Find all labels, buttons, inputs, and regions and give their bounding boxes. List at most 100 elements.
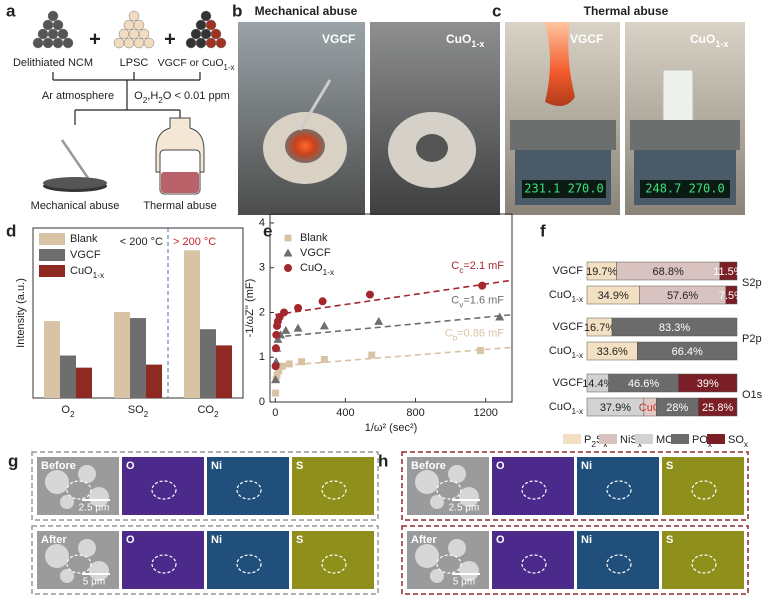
legend-swatch xyxy=(39,265,65,277)
panel-letter: g xyxy=(8,451,18,470)
particle xyxy=(60,569,74,583)
legend-marker xyxy=(284,234,292,242)
point xyxy=(281,325,291,334)
particle xyxy=(123,19,135,31)
outcome-label: Thermal abuse xyxy=(143,200,216,212)
scale-label: 5 μm xyxy=(453,577,475,588)
thermal-icon xyxy=(155,117,205,195)
outcome-label: Mechanical abuse xyxy=(31,200,120,212)
tile-label: O xyxy=(496,534,505,546)
point xyxy=(272,389,280,397)
plot-frame xyxy=(269,213,513,403)
point xyxy=(273,371,281,379)
roi-outline xyxy=(321,554,347,574)
panel-letter: f xyxy=(540,221,546,240)
scale-label: 2.5 μm xyxy=(449,503,480,514)
roi-outline xyxy=(691,480,717,500)
roi-outline xyxy=(436,480,462,500)
point xyxy=(318,297,327,306)
legend-swatch xyxy=(39,233,65,245)
map-tile xyxy=(207,531,289,589)
legend-label: SOx xyxy=(728,434,749,449)
annotation: < 200 °C xyxy=(120,236,163,248)
roi-outline xyxy=(151,554,177,574)
point xyxy=(275,367,283,375)
bar-value-label: 83.3% xyxy=(659,322,690,334)
bar-value-label: 66.4% xyxy=(672,346,703,358)
roi-outline xyxy=(321,480,347,500)
panel-letter: c xyxy=(492,1,501,20)
fit-label: Cv=1.6 mF xyxy=(451,295,504,310)
panel-letter: b xyxy=(232,1,242,20)
bar-value-label: 19.7% xyxy=(586,266,617,278)
particle xyxy=(113,37,125,49)
particle xyxy=(415,544,439,568)
point xyxy=(368,351,376,359)
fit-text: =1.6 mF xyxy=(463,295,504,307)
tile-label: S xyxy=(666,460,673,472)
point xyxy=(293,323,303,332)
photo xyxy=(370,22,500,215)
legend-swatch xyxy=(563,434,581,444)
y-tick-label: 1 xyxy=(259,351,265,363)
particle xyxy=(47,10,59,22)
fit-symbol: C xyxy=(445,327,453,339)
point xyxy=(319,321,329,330)
particle xyxy=(128,10,140,22)
roi-outline xyxy=(606,480,632,500)
point xyxy=(320,355,328,363)
bar-segment xyxy=(678,373,738,393)
material-label: LPSC xyxy=(120,57,149,69)
roi-outline xyxy=(691,554,717,574)
photo xyxy=(505,22,620,215)
panel-letter: d xyxy=(6,221,16,240)
bar xyxy=(146,364,162,398)
bar-segment xyxy=(725,285,738,305)
point xyxy=(280,308,289,317)
tile-label: After xyxy=(41,534,67,546)
particle xyxy=(200,28,212,40)
bar-value-label: 57.6% xyxy=(667,290,698,302)
map-tile xyxy=(662,457,744,515)
tile-label: Ni xyxy=(211,534,222,546)
bar xyxy=(60,355,76,398)
panel-letter: a xyxy=(6,1,16,20)
particle xyxy=(52,37,64,49)
particle xyxy=(37,28,49,40)
display-readout: 231.1 270.0 xyxy=(524,182,603,196)
fit-subscript: v xyxy=(459,300,464,309)
x-axis-label: 1/ω² (sec²) xyxy=(365,422,418,434)
particle xyxy=(133,37,145,49)
particle xyxy=(128,28,140,40)
bar-value-label: 34.9% xyxy=(598,290,629,302)
tile-label: S xyxy=(296,534,303,546)
fit-subscript: b xyxy=(453,333,458,342)
photo-label: VGCF xyxy=(570,32,603,46)
particle xyxy=(52,19,64,31)
panel-box xyxy=(401,451,749,521)
point xyxy=(365,290,374,299)
row-label: VGCF xyxy=(552,265,583,277)
roi-outline xyxy=(436,554,462,574)
map-tile xyxy=(292,457,374,515)
legend-swatch xyxy=(599,434,617,444)
bar xyxy=(216,345,232,398)
y-tick-label: 3 xyxy=(259,262,265,274)
particle xyxy=(42,37,54,49)
bar xyxy=(184,250,200,398)
display-readout: 248.7 270.0 xyxy=(645,182,724,196)
point xyxy=(478,281,487,290)
particle xyxy=(45,544,69,568)
particle xyxy=(89,561,109,581)
bar-segment xyxy=(719,261,738,281)
map-tile xyxy=(577,457,659,515)
y-tick-label: 0 xyxy=(259,396,265,408)
fit-label: Cc=2.1 mF xyxy=(451,260,504,275)
bar-segment xyxy=(637,341,738,361)
legend-swatch xyxy=(671,434,689,444)
point xyxy=(495,312,505,321)
particle xyxy=(89,487,109,507)
particle xyxy=(430,495,444,509)
